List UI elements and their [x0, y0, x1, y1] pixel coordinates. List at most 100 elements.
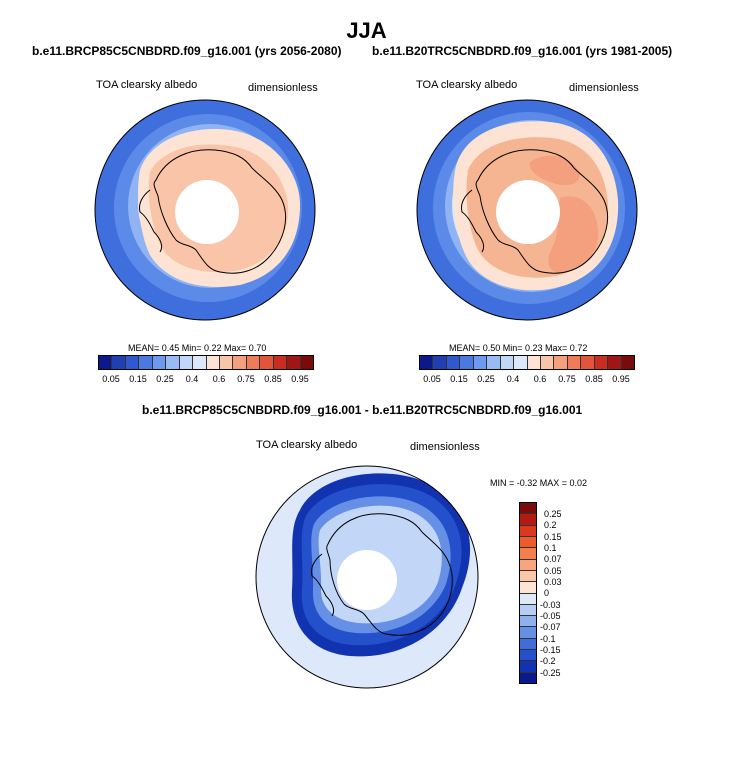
cb-swatch: [608, 356, 622, 369]
left-coastline: [153, 149, 286, 274]
cb-swatch: [520, 548, 536, 560]
diff-cb-label: 0: [544, 588, 550, 598]
right-cb-label: 0.25: [477, 374, 495, 384]
cb-swatch: [206, 356, 220, 369]
diff-colorbar: [519, 502, 537, 684]
cb-swatch: [219, 356, 234, 369]
diff-panel-title: b.e11.BRCP85C5CNBDRD.f09_g16.001 - b.e11…: [142, 403, 583, 417]
figure-title: JJA: [346, 18, 387, 43]
right-variable-label: TOA clearsky albedo: [416, 79, 518, 91]
cb-swatch: [527, 356, 541, 369]
diff-coastline: [326, 513, 453, 636]
left-map-border: [94, 99, 316, 321]
diff-cb-label: -0.05: [540, 611, 561, 621]
cb-swatch: [594, 356, 609, 369]
cb-swatch: [520, 638, 536, 651]
right-map-border: [416, 99, 638, 321]
cb-swatch: [193, 356, 207, 369]
diff-cb-label: 0.15: [544, 532, 562, 542]
cb-swatch: [500, 356, 515, 369]
cb-swatch: [540, 356, 555, 369]
right-high-albedo-east: [548, 196, 599, 273]
cb-swatch: [520, 559, 536, 571]
cb-swatch: [520, 582, 536, 594]
left-cb-label: 0.75: [237, 374, 255, 384]
cb-swatch: [520, 661, 536, 673]
left-cb-label: 0.6: [212, 374, 226, 384]
left-colorbar: [98, 355, 314, 370]
right-cb-label: 0.75: [558, 374, 576, 384]
diff-cb-label: -0.07: [540, 622, 561, 632]
right-high-albedo-north: [529, 155, 580, 186]
cb-swatch: [473, 356, 488, 369]
diff-polar-hole: [337, 550, 397, 610]
cb-swatch: [152, 356, 167, 369]
cb-swatch: [179, 356, 194, 369]
left-cb-label: 0.05: [102, 374, 120, 384]
right-cb-label: 0.4: [506, 374, 520, 384]
diff-cb-label: -0.15: [540, 645, 561, 655]
left-variable-label: TOA clearsky albedo: [96, 79, 198, 91]
left-units-label: dimensionless: [248, 82, 318, 94]
diff-cb-label: -0.25: [540, 668, 561, 678]
diff-stats: MIN = -0.32 MAX = 0.02: [490, 478, 588, 488]
diff-cb-label: -0.2: [540, 656, 556, 666]
left-peninsula-coast: [139, 189, 163, 253]
cb-swatch: [300, 356, 313, 369]
cb-swatch: [581, 356, 595, 369]
cb-swatch: [99, 356, 113, 369]
right-panel-title: b.e11.B20TRC5CNBDRD.f09_g16.001 (yrs 198…: [372, 44, 673, 58]
right-coastline: [475, 149, 608, 274]
cb-swatch: [420, 356, 434, 369]
cb-swatch: [520, 525, 536, 537]
cb-swatch: [520, 650, 536, 662]
right-cb-label: 0.95: [612, 374, 630, 384]
cb-swatch: [520, 514, 536, 526]
diff-cb-label: 0.25: [544, 509, 562, 519]
cb-swatch: [520, 604, 536, 617]
right-cb-label: 0.6: [533, 374, 547, 384]
left-cb-label: 0.85: [264, 374, 282, 384]
left-stats: MEAN= 0.45 Min= 0.22 Max= 0.70: [128, 343, 267, 353]
cb-swatch: [125, 356, 140, 369]
diff-cb-label: 0.2: [544, 520, 557, 530]
cb-swatch: [621, 356, 634, 369]
left-cb-label: 0.4: [185, 374, 199, 384]
cb-swatch: [139, 356, 153, 369]
cb-swatch: [112, 356, 126, 369]
left-polar-hole: [175, 180, 239, 244]
cb-swatch: [520, 672, 536, 683]
left-panel-title: b.e11.BRCP85C5CNBDRD.f09_g16.001 (yrs 20…: [32, 44, 342, 58]
cb-swatch: [260, 356, 274, 369]
right-cb-label: 0.05: [423, 374, 441, 384]
cb-swatch: [487, 356, 501, 369]
right-units-label: dimensionless: [569, 82, 639, 94]
right-colorbar: [419, 355, 635, 370]
diff-cb-label: 0.05: [544, 566, 562, 576]
cb-swatch: [287, 356, 301, 369]
right-cb-label: 0.85: [585, 374, 603, 384]
cb-swatch: [460, 356, 474, 369]
diff-peninsula-coast: [311, 553, 335, 617]
cb-swatch: [514, 356, 528, 369]
cb-swatch: [246, 356, 261, 369]
right-stats: MEAN= 0.50 Min= 0.23 Max= 0.72: [449, 343, 588, 353]
diff-cb-label: 0.1: [544, 543, 557, 553]
diff-cb-label: 0.03: [544, 577, 562, 587]
cb-swatch: [273, 356, 288, 369]
right-peninsula-coast: [461, 189, 485, 253]
cb-swatch: [520, 627, 536, 639]
cb-swatch: [520, 503, 536, 515]
cb-swatch: [520, 570, 536, 583]
right-cb-label: 0.15: [450, 374, 468, 384]
cb-swatch: [233, 356, 247, 369]
cb-swatch: [520, 616, 536, 628]
cb-swatch: [520, 593, 536, 605]
cb-swatch: [166, 356, 180, 369]
cb-swatch: [520, 536, 536, 549]
left-cb-label: 0.95: [291, 374, 309, 384]
left-cb-label: 0.25: [156, 374, 174, 384]
